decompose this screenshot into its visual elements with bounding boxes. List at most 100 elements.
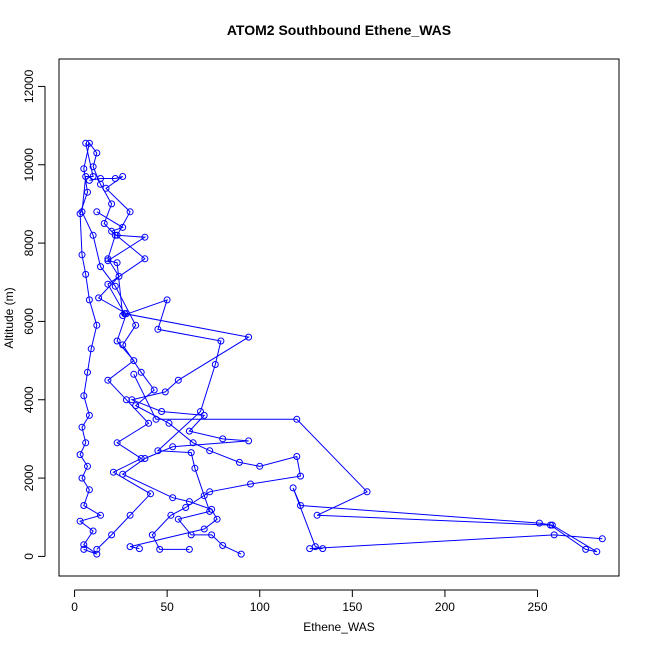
data-point xyxy=(297,502,304,509)
y-axis: 0 2000 4000 6000 8000 10000 12000 xyxy=(22,69,46,560)
data-point xyxy=(593,548,601,556)
data-point xyxy=(80,502,88,509)
data-point xyxy=(208,505,216,513)
data-point xyxy=(104,257,112,265)
y-tick-label: 8000 xyxy=(22,229,36,256)
data-point xyxy=(135,545,143,553)
data-point xyxy=(121,310,129,318)
x-tick-label: 0 xyxy=(71,600,78,614)
y-tick-label: 2000 xyxy=(22,464,36,491)
data-point xyxy=(137,368,145,376)
data-point xyxy=(145,419,153,427)
data-point xyxy=(80,165,88,173)
data-point xyxy=(76,451,84,459)
data-point xyxy=(78,251,86,259)
data-point xyxy=(84,188,91,196)
data-point xyxy=(219,542,227,549)
data-point xyxy=(78,423,86,431)
data-point xyxy=(154,447,162,455)
data-point xyxy=(167,511,175,519)
data-point xyxy=(102,184,110,192)
data-point xyxy=(187,531,195,539)
data-point xyxy=(206,488,214,496)
data-point xyxy=(80,541,88,549)
data-point xyxy=(363,488,371,496)
data-point xyxy=(130,370,138,378)
data-point xyxy=(113,439,121,447)
data-point xyxy=(115,272,123,280)
data-point xyxy=(113,259,121,267)
data-point xyxy=(130,357,138,365)
data-point xyxy=(89,163,97,171)
data-point xyxy=(119,312,127,319)
data-point xyxy=(152,415,160,423)
data-point xyxy=(289,484,297,492)
data-point xyxy=(245,333,253,341)
data-point xyxy=(87,345,95,353)
data-point xyxy=(306,545,314,553)
data-point xyxy=(132,402,140,410)
x-tick-label: 250 xyxy=(528,600,548,614)
data-point xyxy=(548,521,556,529)
data-point xyxy=(185,545,193,553)
data-point xyxy=(97,511,104,519)
data-point xyxy=(217,337,225,345)
data-point xyxy=(200,525,208,533)
data-point xyxy=(89,527,97,535)
x-tick-label: 150 xyxy=(342,600,362,614)
data-point xyxy=(185,498,193,506)
data-point xyxy=(93,545,101,553)
series-line-3 xyxy=(89,176,242,555)
y-tick-label: 12000 xyxy=(22,69,36,103)
data-point xyxy=(78,208,86,216)
data-point xyxy=(189,439,197,447)
x-axis-label: Ethene_WAS xyxy=(303,620,375,634)
data-point xyxy=(84,462,91,470)
data-point xyxy=(126,543,134,551)
data-point xyxy=(82,139,90,147)
data-point xyxy=(108,200,116,208)
data-point xyxy=(208,531,216,539)
data-point xyxy=(126,208,134,216)
data-point xyxy=(119,341,127,349)
data-point xyxy=(85,296,93,304)
data-point xyxy=(108,227,116,235)
data-point xyxy=(297,472,304,480)
data-point xyxy=(113,337,121,345)
data-point xyxy=(84,368,91,376)
data-point xyxy=(200,411,208,419)
data-point xyxy=(206,447,214,455)
data-point xyxy=(154,325,162,333)
data-point xyxy=(76,210,84,218)
y-tick-label: 10000 xyxy=(22,148,36,182)
data-point xyxy=(598,535,606,543)
data-point xyxy=(197,408,204,415)
data-point xyxy=(119,173,127,180)
data-point xyxy=(174,515,182,523)
data-point xyxy=(85,139,93,147)
data-point xyxy=(93,321,101,329)
x-tick-label: 50 xyxy=(160,600,174,614)
y-tick-label: 6000 xyxy=(22,308,36,335)
data-point xyxy=(93,550,101,558)
data-point xyxy=(93,149,101,157)
data-point xyxy=(256,462,264,470)
data-point xyxy=(182,504,190,511)
data-point xyxy=(319,545,327,553)
data-point xyxy=(200,492,208,500)
data-point xyxy=(85,486,93,494)
x-tick-label: 100 xyxy=(250,600,270,614)
data-point xyxy=(104,280,112,288)
data-point xyxy=(141,455,149,462)
data-point xyxy=(85,176,93,184)
data-point xyxy=(141,233,149,241)
data-point xyxy=(89,173,97,180)
data-point xyxy=(111,175,119,182)
y-axis-label: Altitude (m) xyxy=(2,287,16,348)
data-point xyxy=(150,386,158,394)
data-point xyxy=(104,376,112,384)
data-point xyxy=(82,439,90,447)
data-point xyxy=(158,408,166,415)
y-tick-label: 0 xyxy=(22,553,36,560)
